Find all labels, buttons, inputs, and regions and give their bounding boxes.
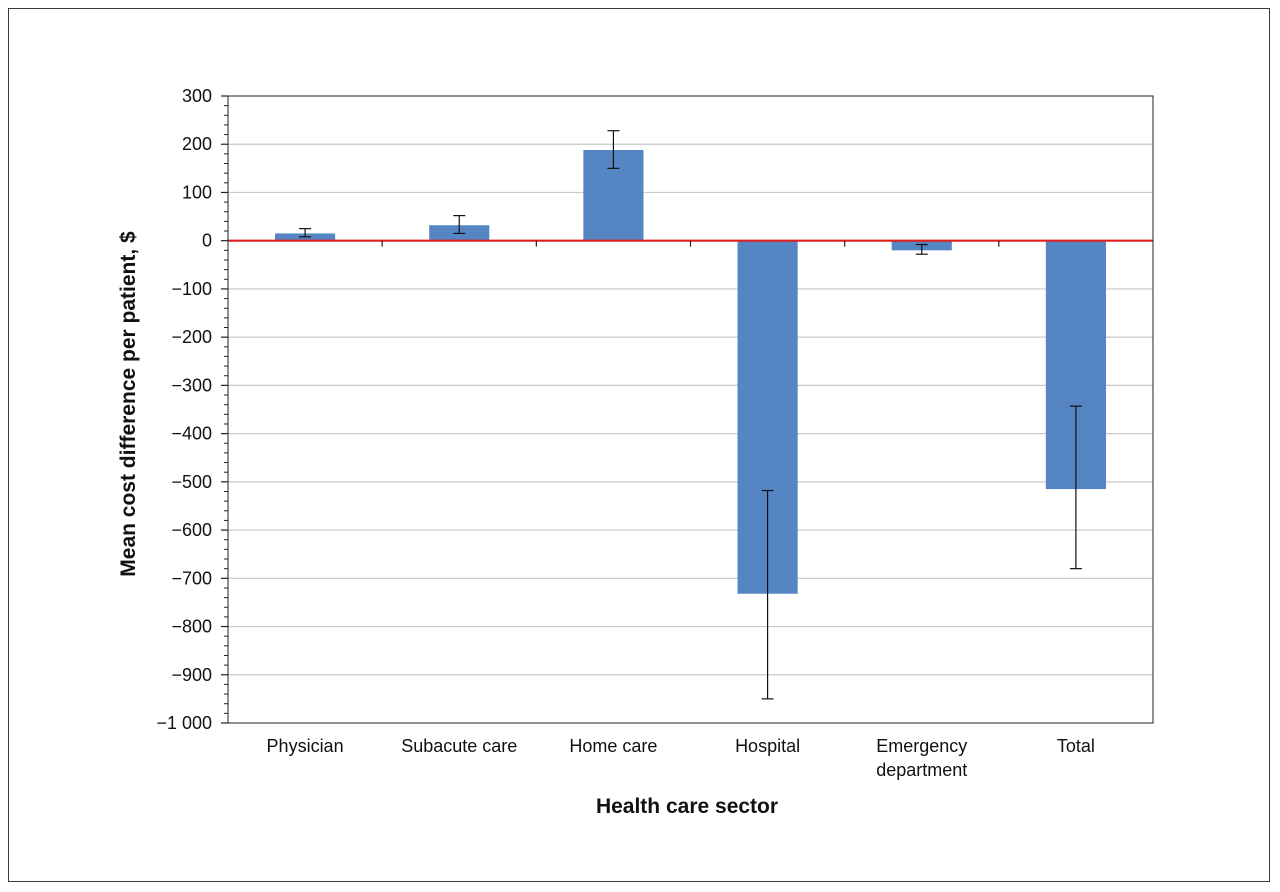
error-bar bbox=[761, 489, 774, 700]
y-tick-label: −100 bbox=[171, 279, 212, 299]
y-tick-label: −600 bbox=[171, 520, 212, 540]
y-tick-label: 200 bbox=[182, 134, 212, 154]
bars bbox=[275, 150, 1106, 594]
y-tick-label: −900 bbox=[171, 665, 212, 685]
y-tick-label: −700 bbox=[171, 568, 212, 588]
y-axis-title: Mean cost difference per patient, $ bbox=[117, 231, 140, 577]
x-tick-label-line: department bbox=[876, 760, 967, 780]
error-bar bbox=[1069, 405, 1082, 570]
y-tick-label: −400 bbox=[171, 424, 212, 444]
gridlines bbox=[228, 143, 1153, 676]
x-tick-label: Home care bbox=[569, 736, 657, 756]
y-tick-label: −500 bbox=[171, 472, 212, 492]
figure-frame bbox=[8, 8, 1270, 882]
x-axis-title: Health care sector bbox=[596, 795, 778, 818]
y-tick-labels: 300 200 100 0 −100 −200 −300 −400 −500 −600 −700 −8… bbox=[156, 86, 212, 733]
x-tick-label: Subacute care bbox=[401, 736, 517, 756]
x-tick-label-line: Emergency bbox=[876, 736, 967, 756]
x-tick-label: Hospital bbox=[735, 736, 800, 756]
y-tick-label: 0 bbox=[202, 231, 212, 251]
y-tick-label: −300 bbox=[171, 375, 212, 395]
x-tick-label-line: Hospital bbox=[735, 736, 800, 756]
error-bars bbox=[299, 130, 1082, 700]
plot-frame bbox=[227, 95, 1154, 724]
x-tick-label: Physician bbox=[267, 736, 344, 756]
x-tick-labels: Physician Subacute care Home care Hospital E… bbox=[267, 736, 1095, 780]
y-tick-label: 300 bbox=[182, 86, 212, 106]
y-tick-label: 100 bbox=[182, 182, 212, 202]
x-tick-label-line: Subacute care bbox=[401, 736, 517, 756]
axes bbox=[221, 95, 1154, 724]
error-bar bbox=[453, 215, 466, 235]
error-bar bbox=[915, 243, 928, 255]
x-tick-label: Total bbox=[1057, 736, 1095, 756]
error-bar bbox=[607, 130, 620, 169]
x-tick-label-line: Total bbox=[1057, 736, 1095, 756]
error-bar bbox=[299, 228, 312, 238]
y-tick-label: −1 000 bbox=[156, 713, 212, 733]
x-tick-label-line: Physician bbox=[267, 736, 344, 756]
x-tick-label-line: Home care bbox=[569, 736, 657, 756]
y-tick-label: −800 bbox=[171, 617, 212, 637]
y-tick-label: −200 bbox=[171, 327, 212, 347]
x-tick-label: Emergency department bbox=[876, 736, 967, 780]
